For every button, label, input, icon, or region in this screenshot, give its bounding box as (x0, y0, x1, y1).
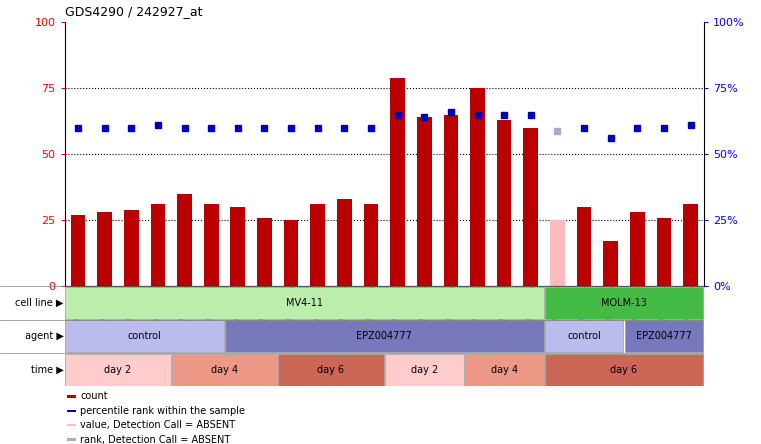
Text: value, Detection Call = ABSENT: value, Detection Call = ABSENT (80, 420, 235, 430)
Bar (470, 88, 485, 286)
Bar (337, 199, 352, 286)
Text: MV4-11: MV4-11 (286, 298, 323, 308)
Text: day 6: day 6 (610, 365, 638, 375)
Bar (390, 78, 405, 286)
Text: cell line ▶: cell line ▶ (15, 298, 63, 308)
Text: rank, Detection Call = ABSENT: rank, Detection Call = ABSENT (80, 435, 231, 444)
Bar (683, 205, 698, 286)
Bar (284, 220, 298, 286)
Bar (385, 353, 463, 385)
Text: time ▶: time ▶ (30, 365, 63, 375)
Text: control: control (128, 331, 161, 341)
Bar (603, 242, 618, 286)
Bar (67, 424, 76, 426)
Bar (279, 353, 384, 385)
Bar (204, 205, 218, 286)
Bar (497, 120, 511, 286)
Bar (71, 215, 85, 286)
Bar (577, 207, 591, 286)
Bar (65, 321, 224, 353)
Bar (310, 205, 325, 286)
Text: count: count (80, 391, 107, 401)
Bar (257, 218, 272, 286)
Text: day 6: day 6 (317, 365, 345, 375)
Text: day 4: day 4 (491, 365, 517, 375)
Text: EPZ004777: EPZ004777 (356, 331, 412, 341)
Bar (630, 212, 645, 286)
Bar (172, 353, 277, 385)
Bar (545, 321, 623, 353)
Bar (177, 194, 192, 286)
Bar (65, 353, 170, 385)
Bar (97, 212, 112, 286)
Text: day 2: day 2 (411, 365, 438, 375)
Bar (465, 353, 543, 385)
Bar (550, 220, 565, 286)
Bar (65, 287, 543, 319)
Bar (231, 207, 245, 286)
Bar (444, 115, 458, 286)
Bar (625, 321, 703, 353)
Bar (151, 205, 165, 286)
Text: MOLM-13: MOLM-13 (601, 298, 647, 308)
Bar (124, 210, 139, 286)
Text: percentile rank within the sample: percentile rank within the sample (80, 406, 245, 416)
Bar (657, 218, 671, 286)
Text: GDS4290 / 242927_at: GDS4290 / 242927_at (65, 5, 202, 18)
Bar (67, 439, 76, 441)
Text: day 4: day 4 (211, 365, 238, 375)
Bar (67, 410, 76, 412)
Bar (545, 287, 703, 319)
Bar (67, 395, 76, 397)
Text: agent ▶: agent ▶ (24, 331, 63, 341)
Bar (417, 117, 431, 286)
Text: day 2: day 2 (104, 365, 132, 375)
Bar (524, 128, 538, 286)
Text: control: control (567, 331, 601, 341)
Text: EPZ004777: EPZ004777 (636, 331, 692, 341)
Bar (545, 353, 703, 385)
Bar (225, 321, 543, 353)
Bar (364, 205, 378, 286)
